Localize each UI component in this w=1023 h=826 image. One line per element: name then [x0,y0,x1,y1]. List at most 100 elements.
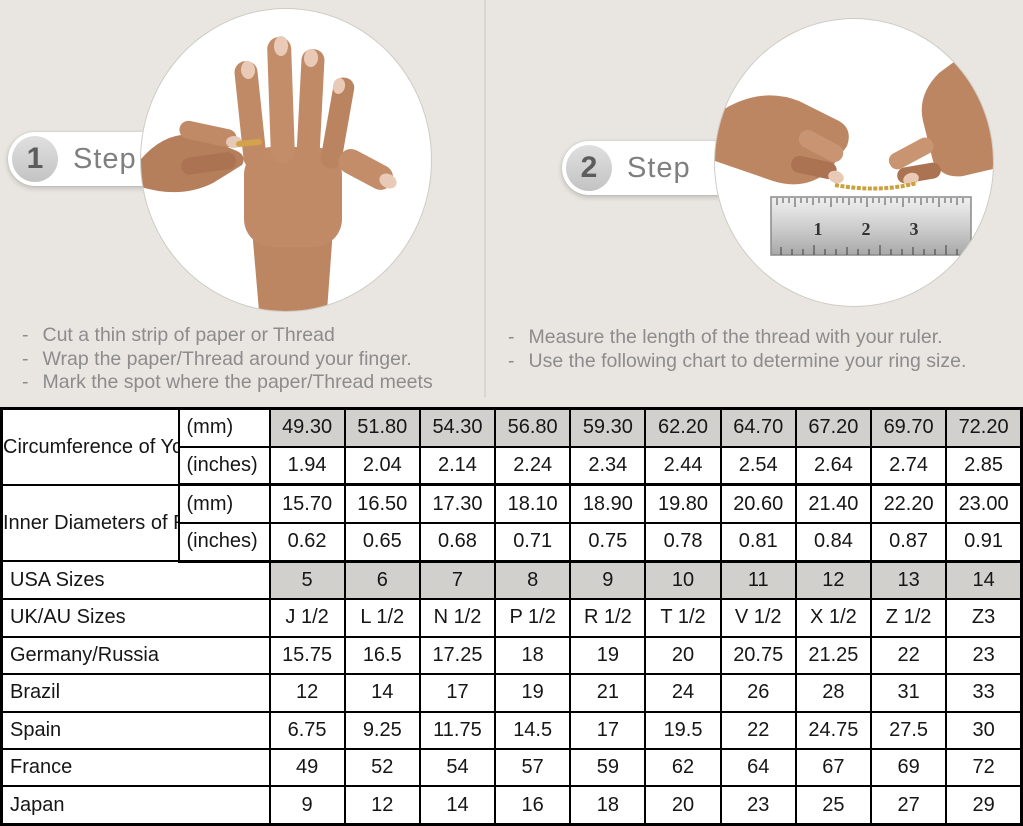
size-value-cell: 1.94 [268,445,346,487]
size-value-cell: 9 [268,785,346,826]
size-value-cell: P 1/2 [494,598,572,638]
size-value-cell: 22 [869,635,948,676]
size-value-cell: R 1/2 [569,598,647,638]
size-value-cell: 22 [719,710,797,750]
size-value-cell: 49.30 [268,407,346,448]
size-value-cell: 21.25 [794,635,873,676]
ruler-graphic: 1 2 3 [770,196,972,256]
size-value-cell: 16.50 [343,483,421,524]
unit-label: (inches) [177,521,271,563]
size-value-cell: 18.10 [494,483,572,524]
step-1-instructions: - Cut a thin strip of paper or Thread - Wra… [22,324,433,395]
size-value-cell: 67 [794,747,873,788]
size-value-cell: 2.85 [945,445,1023,487]
unit-label: (inches) [177,445,271,487]
size-value-cell: 72 [945,747,1023,788]
instruction-text: Use the following chart to determine you… [528,349,967,372]
size-value-cell: 49 [268,747,346,788]
size-value-cell: 59.30 [569,407,647,448]
hand-with-thread-icon [141,36,397,311]
size-value-cell: 0.91 [945,521,1023,563]
size-value-cell: 27 [869,785,948,826]
size-value-cell: 56.80 [494,407,572,448]
size-value-cell: Z3 [945,598,1023,638]
ring-size-chart-body: Circumference of Your Finger(mm)49.3051.… [0,407,1023,826]
measuring-instructions-section: 1 Step [0,0,1023,407]
size-value-cell: 23 [945,635,1023,676]
size-value-cell: 2.34 [569,445,647,487]
size-value-cell: 5 [268,560,346,601]
size-value-cell: 27.5 [869,710,948,750]
section-divider [484,0,486,397]
size-value-cell: 62 [644,747,722,788]
size-value-cell: 14 [343,673,421,713]
size-value-cell: J 1/2 [268,598,346,638]
dash: - [22,371,29,393]
size-value-cell: 69 [869,747,948,788]
size-value-cell: 21 [569,673,647,713]
ruler-number-3: 3 [910,219,919,239]
size-value-cell: 59 [569,747,647,788]
size-value-cell: 12 [794,560,873,601]
size-value-cell: Z 1/2 [869,598,948,638]
size-row: Spain 6.75 9.25 11.75 14.5 17 19.5 22 24.75 27.5 3… [0,710,1023,750]
size-value-cell: 0.84 [794,521,873,563]
size-value-cell: 17 [418,673,497,713]
size-value-cell: 29 [945,785,1023,826]
size-value-cell: 0.71 [494,521,572,563]
step-2-label: Step [627,151,691,184]
step-1-photo [140,8,432,312]
measure-row: Circumference of Your Finger(mm)49.3051.… [0,407,1023,486]
size-value-cell: 14.5 [494,710,572,750]
size-value-cell: 15.70 [268,483,346,524]
size-value-cell: 19 [569,635,647,676]
size-value-cell: X 1/2 [794,598,873,638]
size-value-cell: 8 [494,560,572,601]
size-value-cell: 14 [418,785,497,826]
size-value-cell: 20.75 [719,635,797,676]
step-2-instructions: - Measure the length of the thread with y… [508,326,966,373]
instruction-line: - Use the following chart to determine yo… [508,350,966,374]
size-value-cell: 23.00 [945,483,1023,524]
size-value-cell: 69.70 [869,407,948,448]
size-value-cell: 31 [869,673,948,713]
row-group-label: Inner Diameters of Rings [0,483,180,563]
step-2-number: 2 [566,145,612,191]
size-value-cell: 0.75 [569,521,647,563]
size-value-cell: 19.80 [644,483,722,524]
size-row: Brazil 12 14 17 19 21 24 26 28 31 33 [0,673,1023,713]
measure-row: Inner Diameters of Rings(mm)15.7016.5017… [0,483,1023,563]
size-value-cell: 18.90 [569,483,647,524]
size-value-cell: 17.30 [418,483,497,524]
ruler-number-2: 2 [862,219,871,239]
size-value-cell: 7 [418,560,497,601]
size-value-cell: 9.25 [343,710,421,750]
size-value-cell: 0.62 [268,521,346,563]
size-value-cell: 2.04 [343,445,421,487]
size-value-cell: 51.80 [343,407,421,448]
instruction-text: Mark the spot where the paper/Thread mee… [42,371,433,393]
dash: - [508,326,515,348]
instruction-line: - Wrap the paper/Thread around your finge… [22,348,433,372]
dash: - [22,324,29,346]
measure-row: (inches) 0.62 0.65 0.68 0.71 0.75 0.78 0.81 0.84… [2,521,1023,563]
size-value-cell: 0.68 [418,521,497,563]
size-system-label: UK/AU Sizes [0,598,271,638]
size-value-cell: 15.75 [268,635,346,676]
size-value-cell: 24 [644,673,722,713]
instruction-text: Measure the length of the thread with yo… [528,326,943,348]
size-value-cell: 64 [719,747,797,788]
size-value-cell: 13 [869,560,948,601]
size-value-cell: 24.75 [794,710,873,750]
size-value-cell: 22.20 [869,483,948,524]
size-value-cell: 33 [945,673,1023,713]
step-1-number: 1 [12,136,58,182]
size-system-label: Brazil [0,673,271,713]
size-value-cell: 26 [719,673,797,713]
size-value-cell: T 1/2 [644,598,722,638]
size-value-cell: 0.78 [644,521,722,563]
size-value-cell: 64.70 [719,407,797,448]
size-row: UK/AU Sizes J 1/2 L 1/2 N 1/2 P 1/2 R 1/2 T 1/… [0,598,1023,638]
size-value-cell: 9 [569,560,647,601]
